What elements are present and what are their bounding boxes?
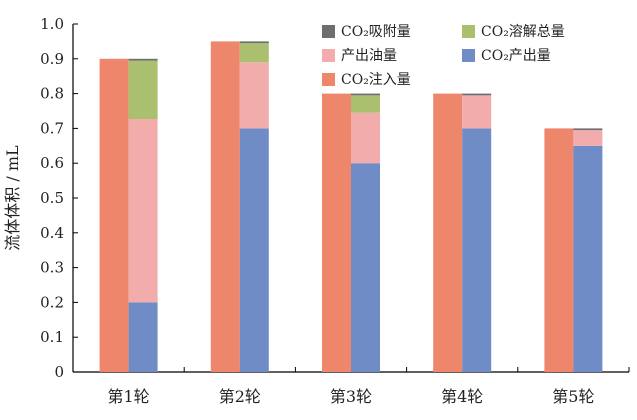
legend-swatch: [322, 49, 335, 62]
bar-segment-0: [573, 145, 603, 372]
bar-segment-3: [239, 41, 269, 44]
bar-segment-3: [462, 93, 492, 96]
x-tick-label: 第2轮: [219, 387, 261, 406]
bar-segment-0: [128, 302, 158, 372]
bar-co2-injection: [322, 93, 351, 372]
y-tick-label: 0.2: [40, 293, 64, 311]
bar-segment-1: [462, 95, 492, 129]
bar-co2-injection: [433, 93, 463, 372]
x-tick-label: 第4轮: [441, 387, 483, 406]
legend-label: CO₂产出量: [481, 48, 551, 64]
y-axis-label: 流体体积 / mL: [3, 145, 22, 251]
bar-segment-3: [351, 93, 380, 96]
bar-segment-0: [462, 128, 492, 372]
legend-swatch: [462, 25, 475, 38]
bar-co2-injection: [99, 58, 129, 373]
bar-segment-3: [128, 58, 158, 61]
bar-segment-3: [573, 128, 603, 131]
x-tick-label: 第1轮: [108, 387, 150, 406]
legend-label: CO₂吸附量: [341, 24, 411, 40]
y-tick-label: 0.7: [40, 119, 64, 137]
legend-swatch: [322, 25, 335, 38]
bar-co2-injection: [210, 41, 240, 373]
y-tick-label: 0.8: [40, 85, 64, 103]
axes: 0 0.1 0.2 0.3 0.4 0.5 0.6 0.7 0.8 0.9 1.0 第1轮 第2轮 第3轮…: [40, 15, 630, 406]
bar-segment-1: [239, 62, 269, 129]
bar-segment-0: [239, 128, 269, 372]
y-tick-label: 0.6: [40, 154, 64, 172]
y-tick-label: 0.9: [40, 50, 64, 68]
y-tick-label: 0.5: [40, 189, 64, 207]
y-tick-label: 0.4: [40, 224, 64, 242]
y-axis-title: 流体体积 / mL: [3, 145, 22, 251]
x-tick-label: 第5轮: [552, 387, 594, 406]
bar-segment-0: [351, 163, 380, 372]
legend-label: 产出油量: [341, 48, 397, 64]
bar-segment-1: [351, 112, 380, 164]
legend-label: CO₂注入量: [341, 72, 411, 88]
legend-swatch: [322, 73, 335, 86]
legend-label: CO₂溶解总量: [481, 24, 565, 40]
bar-segment-2: [128, 60, 158, 120]
x-tick-label: 第3轮: [330, 387, 372, 406]
y-tick-label: 0.3: [40, 259, 64, 277]
legend-swatch: [462, 49, 475, 62]
bars: [99, 41, 603, 373]
bar-segment-1: [128, 119, 158, 303]
bar-segment-2: [239, 43, 269, 63]
bar-co2-injection: [544, 128, 574, 372]
y-tick-label: 0: [54, 363, 64, 381]
y-tick-label: 0.1: [40, 328, 64, 346]
bar-segment-2: [351, 95, 380, 113]
bar-segment-1: [573, 130, 603, 146]
y-tick-label: 1.0: [40, 15, 64, 33]
